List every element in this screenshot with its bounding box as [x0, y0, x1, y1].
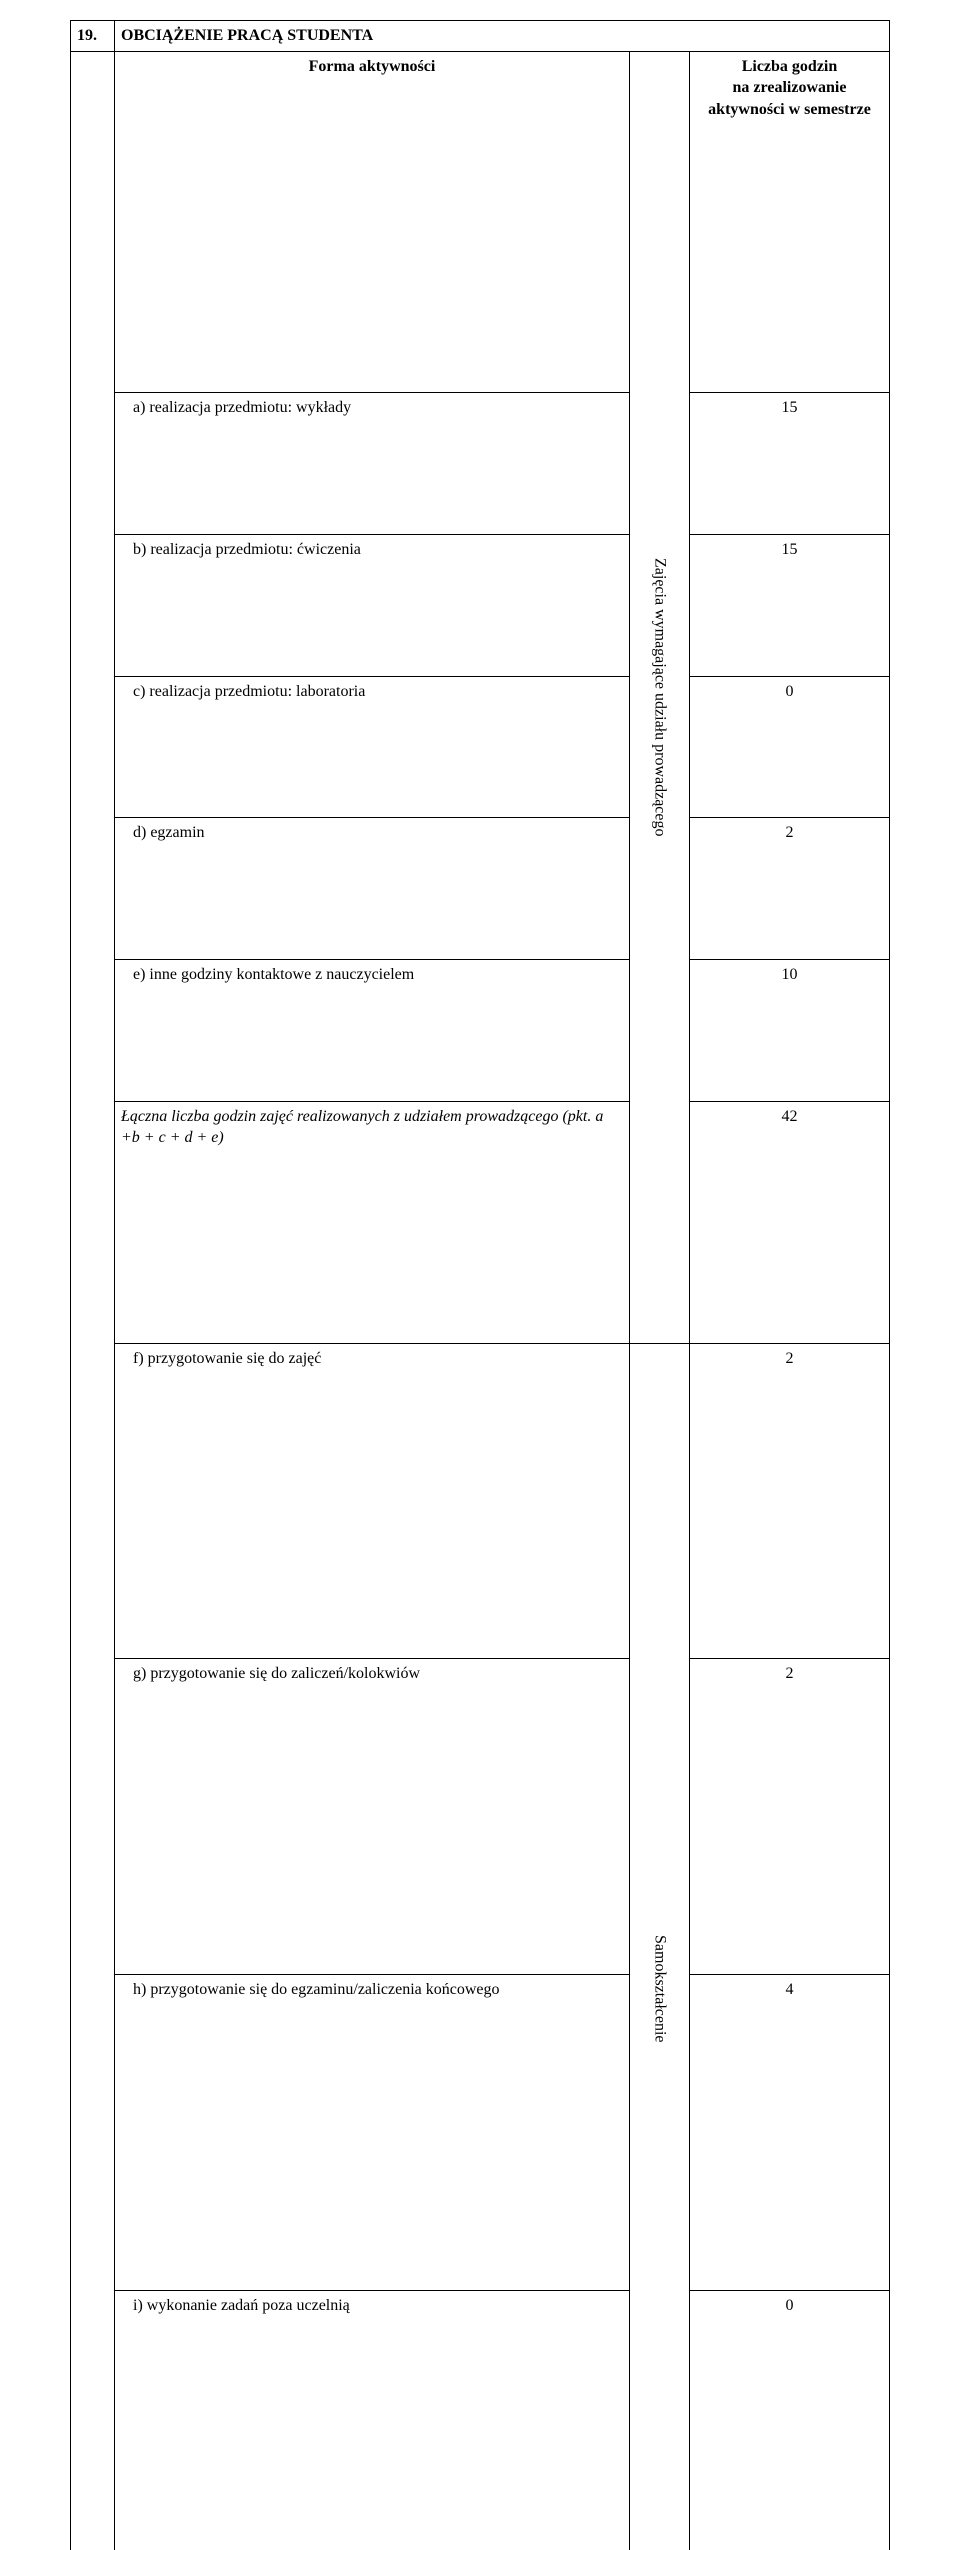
row-e-value: 10 [689, 960, 889, 1102]
sec19-leftpad [71, 51, 115, 2550]
row-h-value: 4 [689, 1975, 889, 2291]
row-a-value: 15 [689, 393, 889, 535]
vertical-top-label: Zajęcia wymagające udziału prowadzącego [649, 56, 671, 1339]
form-header: Forma aktywności [115, 51, 630, 393]
row-h-label: h) przygotowanie się do egzaminu/zalicze… [115, 1975, 630, 2291]
row-d-value: 2 [689, 818, 889, 960]
row-i-value: 0 [689, 2290, 889, 2550]
row-c-value: 0 [689, 676, 889, 818]
row-g-label: g) przygotowanie się do zaliczeń/kolokwi… [115, 1659, 630, 1975]
sec19-number: 19. [71, 21, 115, 52]
row-b-value: 15 [689, 535, 889, 677]
row-i-label: i) wykonanie zadań poza uczelnią [115, 2290, 630, 2550]
row-a-label: a) realizacja przedmiotu: wykłady [115, 393, 630, 535]
row-f-label: f) przygotowanie się do zajęć [115, 1343, 630, 1659]
row-d-label: d) egzamin [115, 818, 630, 960]
row-g-value: 2 [689, 1659, 889, 1975]
sec19-title: OBCIĄŻENIE PRACĄ STUDENTA [115, 21, 890, 52]
hours-header: Liczba godzin na zrealizowanie aktywnośc… [689, 51, 889, 393]
vertical-bottom-cell: Samokształcenie [629, 1343, 689, 2550]
workload-table: 19. OBCIĄŻENIE PRACĄ STUDENTA Forma akty… [70, 20, 890, 2550]
row-c-label: c) realizacja przedmiotu: laboratoria [115, 676, 630, 818]
row-e-label: e) inne godziny kontaktowe z nauczyciele… [115, 960, 630, 1102]
vertical-bottom-label: Samokształcenie [649, 1348, 671, 2550]
vertical-top-cell: Zajęcia wymagające udziału prowadzącego [629, 51, 689, 1343]
row-sum1-label: Łączna liczba godzin zajęć realizowanych… [115, 1101, 630, 1343]
row-sum1-value: 42 [689, 1101, 889, 1343]
row-b-label: b) realizacja przedmiotu: ćwiczenia [115, 535, 630, 677]
row-f-value: 2 [689, 1343, 889, 1659]
